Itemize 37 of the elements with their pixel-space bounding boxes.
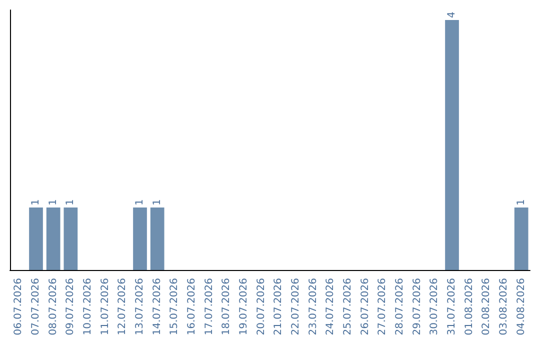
x-tick-label: 26.07.2026 [360, 278, 371, 336]
x-tick-label: 27.07.2026 [377, 278, 388, 336]
data-label: 1 [152, 199, 163, 206]
x-tick-label: 15.07.2026 [169, 278, 180, 336]
x-tick-label: 04.08.2026 [516, 278, 527, 336]
x-tick-label: 21.07.2026 [273, 278, 284, 336]
data-label: 1 [516, 199, 527, 206]
data-label: 1 [134, 199, 146, 206]
x-tick-label: 01.08.2026 [464, 278, 475, 336]
x-tick-label: 31.07.2026 [446, 278, 458, 336]
x-tick-label: 09.07.2026 [65, 278, 76, 336]
data-label: 1 [30, 199, 42, 206]
x-tick-label: 17.07.2026 [204, 278, 215, 336]
x-tick-label: 18.07.2026 [221, 278, 232, 336]
x-tick-label: 03.08.2026 [498, 278, 510, 336]
x-tick-label: 20.07.2026 [256, 278, 267, 336]
x-tick-label: 16.07.2026 [186, 278, 198, 336]
x-tick-label: 11.07.2026 [100, 278, 111, 336]
x-tick-label: 25.07.2026 [342, 278, 354, 336]
x-tick-label: 06.07.2026 [13, 278, 24, 336]
x-tick-label: 13.07.2026 [134, 278, 146, 336]
x-tick-label: 24.07.2026 [325, 278, 336, 336]
x-tick-label: 08.07.2026 [48, 278, 59, 336]
x-tick-label: 12.07.2026 [117, 278, 128, 336]
x-tick-label: 30.07.2026 [429, 278, 440, 336]
x-tick-label: 29.07.2026 [412, 278, 423, 336]
x-tick-label: 10.07.2026 [82, 278, 94, 336]
x-tick-label: 28.07.2026 [394, 278, 406, 336]
data-label: 1 [65, 199, 76, 206]
x-tick-label: 19.07.2026 [238, 278, 250, 336]
x-tick-label: 23.07.2026 [308, 278, 319, 336]
data-label: 1 [48, 199, 59, 206]
data-label: 4 [446, 12, 458, 18]
x-tick-label: 02.08.2026 [481, 278, 492, 336]
x-tick-label: 22.07.2026 [290, 278, 302, 336]
x-tick-label: 07.07.2026 [30, 278, 42, 336]
x-tick-label: 14.07.2026 [152, 278, 163, 336]
